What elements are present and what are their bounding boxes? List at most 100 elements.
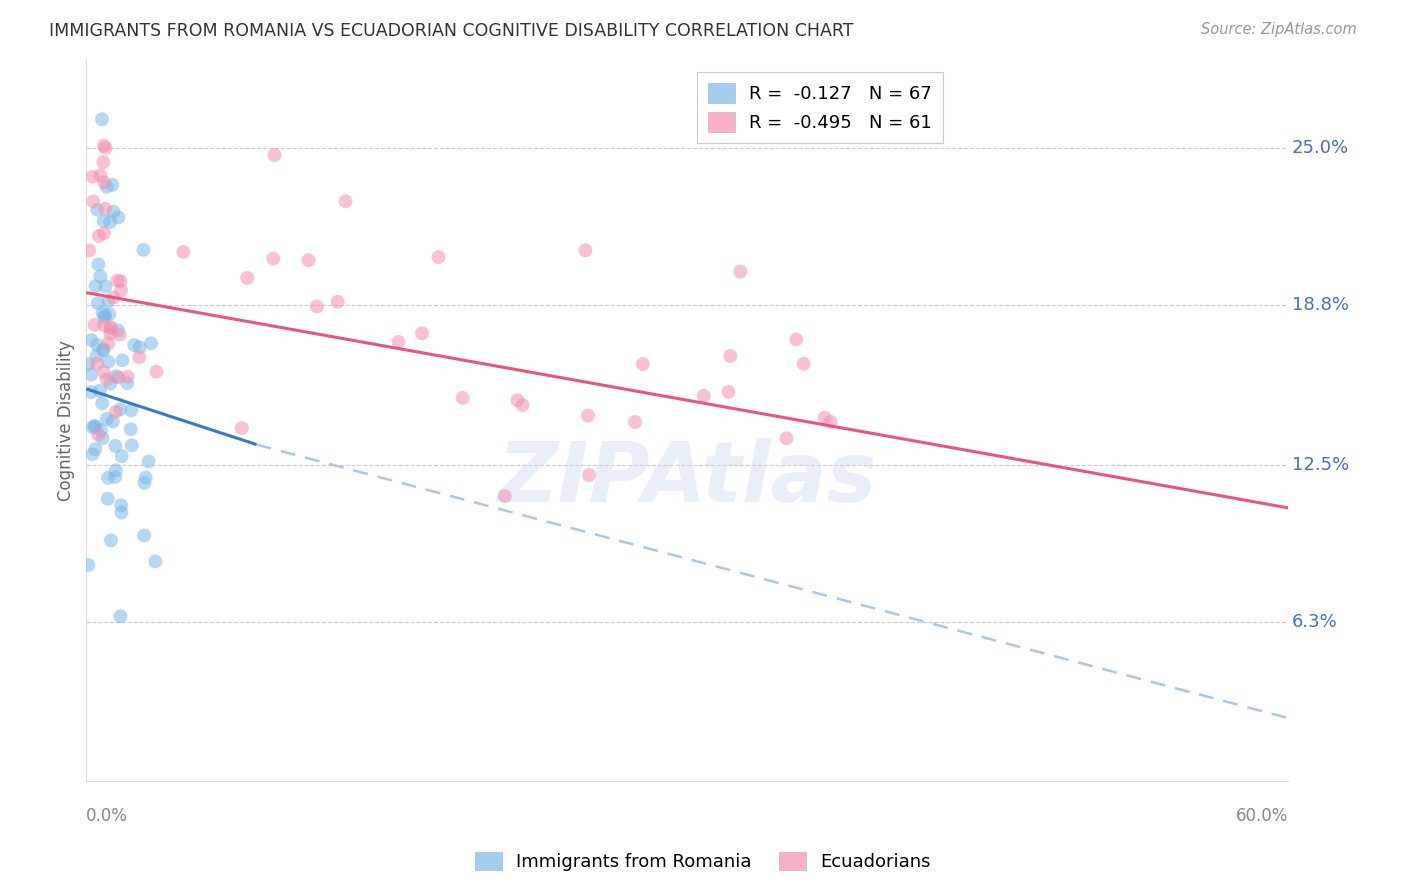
Point (110, 402, 132, 417)
Point (506, 393, 529, 408)
Point (80, 333, 103, 347)
Point (97, 354, 120, 368)
Legend: Immigrants from Romania, Ecuadorians: Immigrants from Romania, Ecuadorians (468, 845, 938, 879)
Point (83, 318, 105, 332)
Point (785, 333, 807, 347)
Text: Source: ZipAtlas.com: Source: ZipAtlas.com (1201, 22, 1357, 37)
Point (263, 148, 285, 162)
Point (103, 290, 125, 304)
Point (775, 431, 797, 445)
Text: 12.5%: 12.5% (1292, 456, 1350, 474)
Point (104, 470, 127, 484)
Point (94, 279, 117, 293)
Point (91, 396, 114, 410)
Point (89, 384, 111, 398)
Point (87, 257, 110, 271)
Point (115, 376, 138, 391)
Point (451, 391, 474, 405)
Point (93, 138, 115, 153)
Point (120, 422, 142, 436)
Point (84, 419, 107, 434)
Point (100, 376, 122, 391)
Point (624, 415, 647, 429)
Point (326, 294, 349, 309)
Point (87, 296, 110, 310)
Point (91, 431, 114, 445)
Point (93, 214, 115, 228)
Text: 60.0%: 60.0% (1236, 806, 1288, 825)
Point (93, 310, 115, 325)
Point (578, 468, 600, 483)
Point (110, 283, 132, 297)
Point (101, 178, 124, 192)
Point (793, 357, 815, 371)
Point (111, 449, 134, 463)
Point (730, 265, 752, 279)
Legend: R =  -0.127   N = 67, R =  -0.495   N = 61: R = -0.127 N = 67, R = -0.495 N = 61 (697, 72, 942, 143)
Point (94, 141, 117, 155)
Point (93, 365, 115, 379)
Point (139, 336, 162, 351)
Point (98, 215, 121, 229)
Point (100, 533, 122, 548)
Point (100, 326, 122, 341)
Point (80, 368, 103, 382)
Point (96, 412, 118, 426)
Point (97, 336, 120, 351)
Point (82, 447, 104, 461)
Point (94, 309, 117, 323)
Point (91, 343, 114, 358)
Point (96, 179, 118, 194)
Point (135, 470, 157, 484)
Point (110, 609, 132, 624)
Point (110, 506, 132, 520)
Point (97, 491, 120, 506)
Point (120, 403, 142, 417)
Point (134, 528, 156, 542)
Point (411, 326, 433, 341)
Point (98, 307, 121, 321)
Point (693, 389, 716, 403)
Point (305, 300, 328, 314)
Point (97, 471, 120, 485)
Text: 0.0%: 0.0% (86, 806, 128, 825)
Point (89, 169, 111, 183)
Point (107, 323, 129, 337)
Point (717, 384, 740, 399)
Point (108, 327, 131, 342)
Y-axis label: Cognitive Disability: Cognitive Disability (58, 340, 75, 501)
Point (128, 350, 150, 364)
Point (86, 349, 108, 363)
Point (145, 365, 167, 379)
Point (132, 243, 155, 257)
Point (91, 155, 114, 169)
Point (122, 338, 145, 352)
Point (86, 202, 108, 217)
Point (101, 414, 124, 428)
Point (236, 271, 259, 285)
Point (82, 194, 104, 209)
Point (494, 489, 516, 503)
Point (87, 229, 110, 244)
Point (820, 415, 842, 429)
Point (96, 372, 118, 386)
Point (387, 334, 409, 349)
Point (80, 384, 103, 399)
Point (89, 269, 111, 284)
Point (105, 273, 128, 287)
Point (100, 321, 122, 335)
Point (121, 438, 143, 452)
Point (84, 279, 107, 293)
Point (100, 320, 122, 334)
Point (134, 475, 156, 490)
Point (335, 194, 357, 209)
Point (138, 454, 160, 468)
Text: 25.0%: 25.0% (1292, 139, 1348, 157)
Point (172, 244, 194, 259)
Point (97, 294, 120, 309)
Point (262, 252, 284, 266)
Text: 6.3%: 6.3% (1292, 613, 1337, 631)
Point (77, 558, 100, 572)
Point (91, 112, 114, 127)
Point (77, 357, 100, 371)
